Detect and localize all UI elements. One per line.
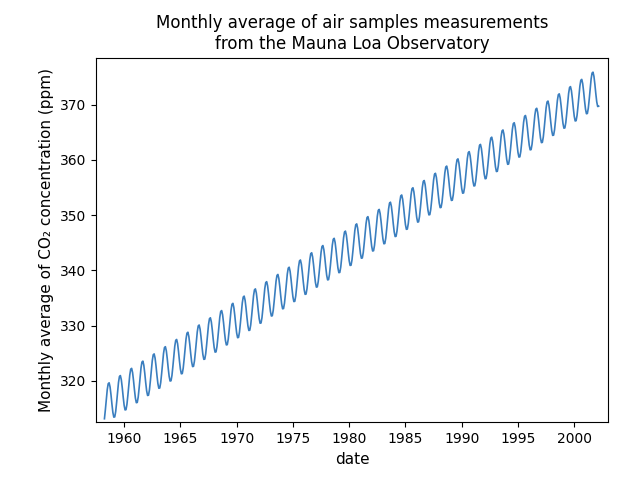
X-axis label: date: date — [335, 452, 369, 467]
Y-axis label: Monthly average of CO₂ concentration (ppm): Monthly average of CO₂ concentration (pp… — [39, 68, 54, 412]
Title: Monthly average of air samples measurements
from the Mauna Loa Observatory: Monthly average of air samples measureme… — [156, 14, 548, 53]
